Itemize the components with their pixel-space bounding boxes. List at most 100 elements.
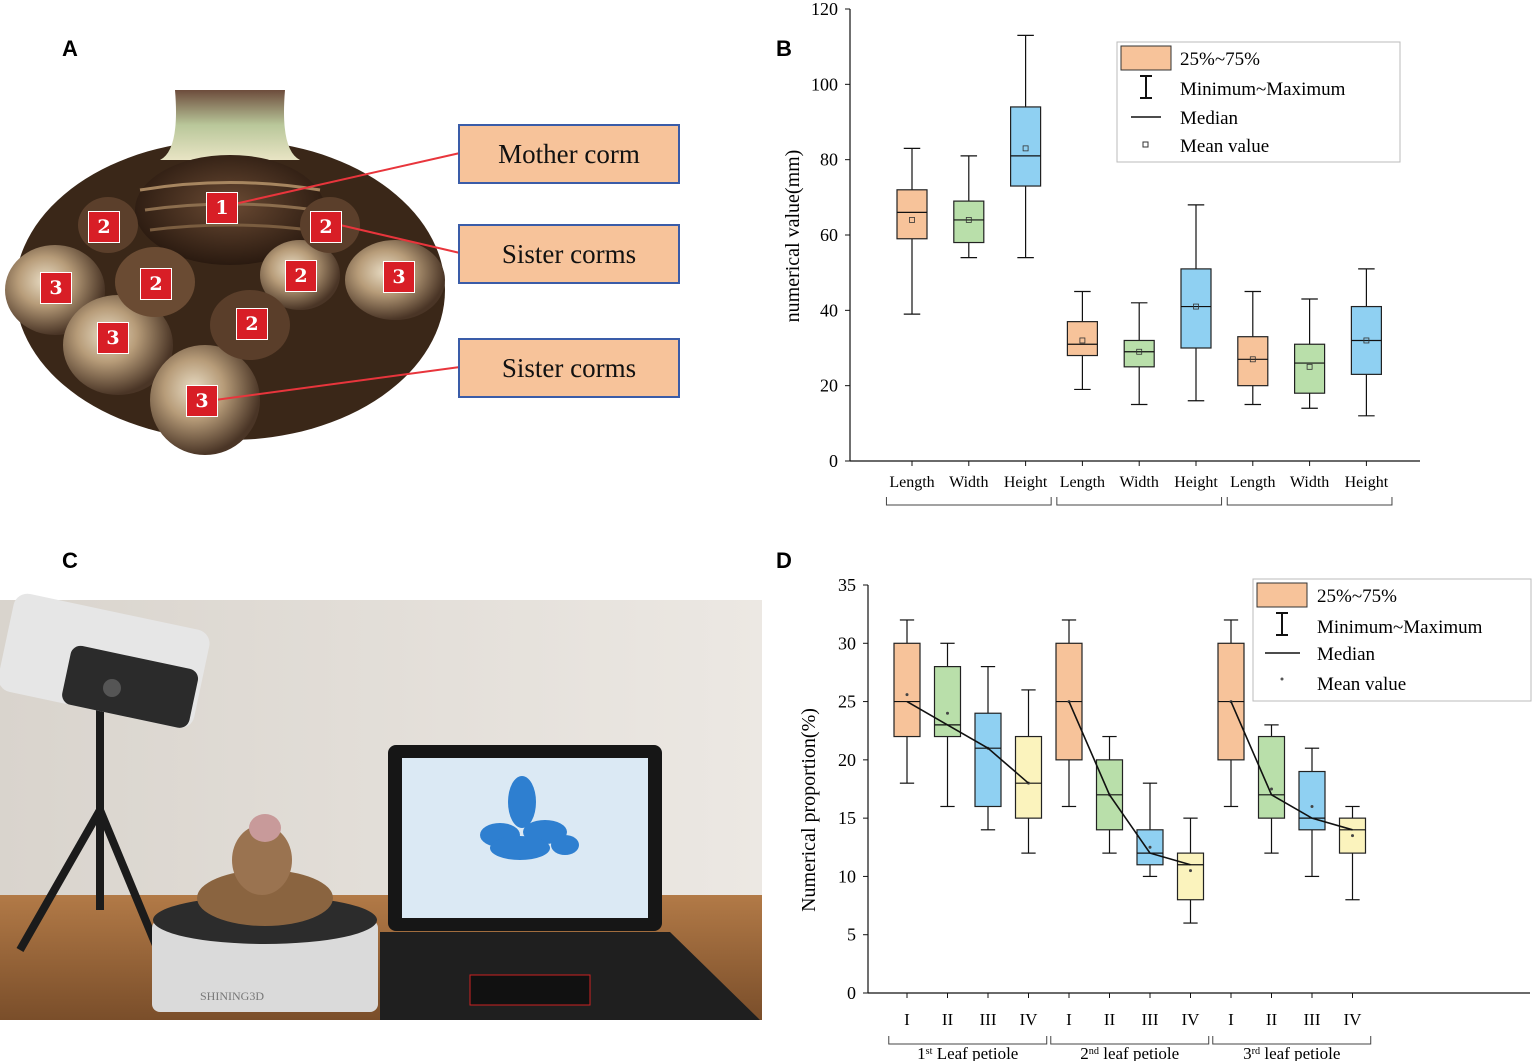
chart-b-category-label: Length <box>889 474 934 491</box>
chart-b-mean-marker <box>965 217 972 223</box>
chart-d-category-label: II <box>1104 1010 1116 1029</box>
chart-b-mean-marker <box>1306 363 1313 370</box>
chart-b-category-label: Height <box>1174 474 1218 491</box>
chart-d-y-tick-label: 0 <box>847 983 856 1003</box>
chart-b-box <box>953 200 985 244</box>
chart-b-mean-marker <box>1363 337 1370 344</box>
chart-d-y-tick-label: 30 <box>838 633 856 653</box>
legend-swatch-range <box>1276 612 1288 636</box>
chart-d-category-label: I <box>904 1010 910 1029</box>
chart-b-mean-marker <box>1022 145 1029 152</box>
chart-b-group-bracket <box>885 497 1052 506</box>
chart-d-mean-marker <box>1270 787 1273 791</box>
legend-label-median: Median <box>1317 644 1376 665</box>
corm-tag: 2 <box>236 308 268 340</box>
legend-swatch-mean <box>1142 141 1149 148</box>
chart-b: numerical value(mm) 25%~75% Minimum~Maxi… <box>782 0 1420 506</box>
chart-d-mean-marker <box>1148 845 1152 849</box>
chart-b-box <box>1010 106 1042 187</box>
chart-b-category-label: Width <box>1290 474 1329 491</box>
chart-d-median-line <box>1230 701 1353 831</box>
chart-d-category-label: IV <box>1344 1010 1363 1029</box>
chart-d-group-bracket <box>1212 1036 1372 1045</box>
chart-d-category-label: I <box>1066 1010 1072 1029</box>
chart-d-mean-marker <box>1189 869 1192 873</box>
corm-tag: 2 <box>310 211 342 243</box>
turntable-brand: SHINING3D <box>200 989 264 1003</box>
laptop <box>380 745 760 1020</box>
chart-d-group-label: 3rd leaf petiole <box>1243 1044 1340 1061</box>
panel-label-c: C <box>62 548 78 573</box>
chart-d-y-tick-label: 25 <box>838 692 856 712</box>
corm-tag: 2 <box>285 260 317 292</box>
legend-label-iqr: 25%~75% <box>1180 49 1260 70</box>
legend-swatch-iqr <box>1256 582 1308 608</box>
chart-d-group-bracket <box>888 1036 1048 1045</box>
chart-d-y-tick-label: 10 <box>838 866 856 886</box>
chart-b-ylabel: numerical value(mm) <box>782 150 804 323</box>
chart-b-box <box>1123 339 1155 368</box>
chart-b-category-label: Height <box>1345 474 1389 491</box>
chart-d-category-label: III <box>980 1010 997 1029</box>
legend-label-range: Minimum~Maximum <box>1180 79 1346 100</box>
chart-d-legend: 25%~75% Minimum~Maximum Median Mean valu… <box>1252 578 1532 702</box>
chart-b-group-bracket <box>1226 497 1393 506</box>
chart-d-y-tick-label: 35 <box>838 575 856 595</box>
chart-d-mean-marker <box>1351 834 1354 838</box>
chart-d: Numerical proportion(%) 25%~75% Minimum~… <box>798 575 1532 1061</box>
chart-b-category-label: Height <box>1004 474 1048 491</box>
scanner-setup-photo: SHINING3D <box>0 593 762 1020</box>
chart-d-category-label: II <box>942 1010 954 1029</box>
legend-label-iqr: 25%~75% <box>1317 586 1397 607</box>
chart-d-group-bracket <box>1050 1036 1210 1045</box>
chart-d-y-tick-label: 5 <box>847 925 856 945</box>
chart-d-box <box>1257 735 1286 819</box>
chart-d-ylabel: Numerical proportion(%) <box>798 708 820 912</box>
chart-d-category-label: IV <box>1020 1010 1039 1029</box>
chart-b-mean-marker <box>1079 337 1086 344</box>
chart-b-mean-marker <box>909 217 915 223</box>
chart-b-category-label: Length <box>1060 474 1105 491</box>
legend-label-range: Minimum~Maximum <box>1317 617 1483 638</box>
chart-b-box <box>896 189 928 240</box>
corm-tag: 3 <box>40 272 72 304</box>
chart-d-box <box>893 642 921 738</box>
chart-b-y-tick-label: 60 <box>820 225 838 245</box>
corm-tag: 2 <box>88 211 120 243</box>
chart-b-group-bracket <box>1056 497 1223 506</box>
chart-b-category-label: Width <box>949 474 988 491</box>
panel-label-d: D <box>776 548 792 573</box>
corm-tag: 2 <box>140 268 172 300</box>
chart-d-group-label: 2nd leaf petiole <box>1080 1044 1179 1061</box>
chart-d-box <box>1176 852 1205 901</box>
chart-b-category-label: Length <box>1230 474 1275 491</box>
chart-b-category-label: Width <box>1120 474 1159 491</box>
chart-d-mean-marker <box>1310 804 1314 808</box>
chart-b-box <box>1237 336 1269 387</box>
callout-mother-corm: Mother corm <box>458 124 680 184</box>
chart-d-category-label: III <box>1142 1010 1159 1029</box>
chart-b-y-tick-label: 120 <box>811 0 838 19</box>
chart-b-y-tick-label: 0 <box>829 451 838 471</box>
chart-b-box <box>1293 343 1326 394</box>
chart-d-median-line <box>1068 701 1191 866</box>
chart-d-box <box>933 665 962 738</box>
chart-b-y-tick-label: 80 <box>820 150 838 170</box>
taro-sample <box>197 814 333 926</box>
chart-b-y-tick-label: 20 <box>820 376 838 396</box>
chart-b-y-tick-label: 100 <box>811 74 838 94</box>
chart-d-category-label: II <box>1266 1010 1278 1029</box>
corm-tag: 1 <box>206 192 238 224</box>
chart-b-legend: 25%~75% Minimum~Maximum Median Mean valu… <box>1116 41 1401 163</box>
chart-d-box <box>974 712 1002 808</box>
chart-b-mean-marker <box>1136 348 1143 355</box>
callout-sister-corms: Sister corms <box>458 338 680 398</box>
chart-d-median-line <box>906 700 1030 784</box>
chart-b-mean-marker <box>1249 356 1256 363</box>
legend-swatch-iqr <box>1120 45 1172 71</box>
chart-b-box <box>1180 268 1212 349</box>
corm-tag: 3 <box>97 322 129 354</box>
chart-d-mean-marker <box>946 711 949 715</box>
legend-swatch-mean <box>1280 677 1284 681</box>
panel-label-a: A <box>62 36 78 61</box>
